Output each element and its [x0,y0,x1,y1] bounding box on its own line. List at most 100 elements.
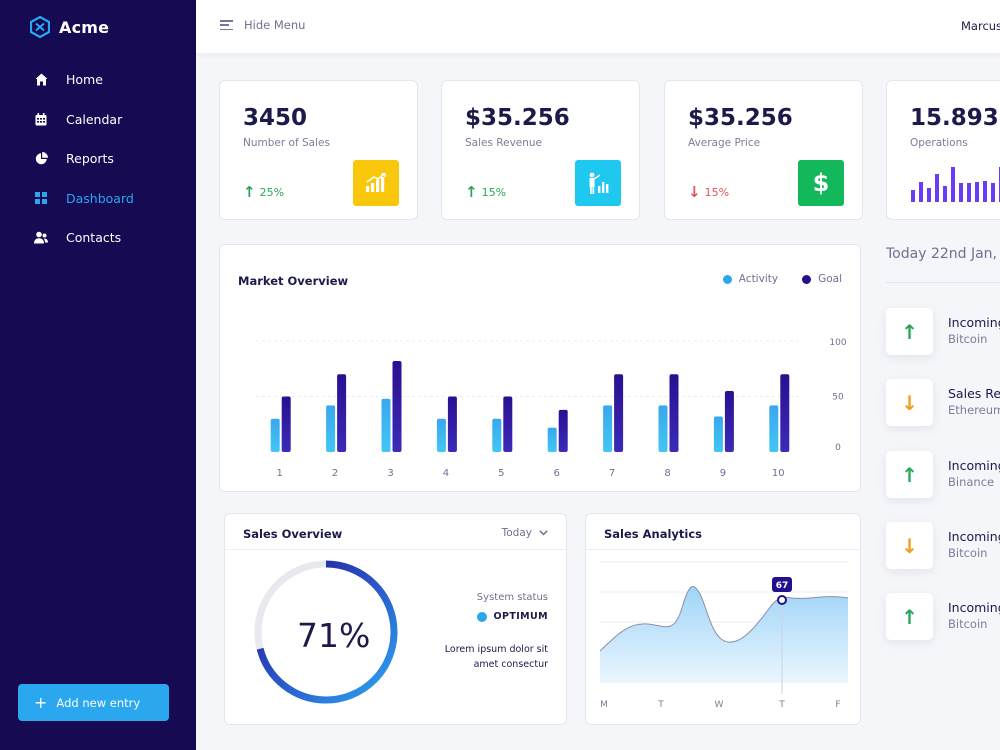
transaction-item[interactable]: ↓ Sales Rep Ethereum [886,379,1000,429]
transaction-title: Incoming [948,529,1000,544]
legend-item-activity[interactable]: Activity [722,273,778,285]
axis-tick-label: T [657,700,664,710]
bar-activity[interactable] [381,398,391,452]
stat-card-operations: 15.893 Operations [886,80,1000,220]
spark-bar [927,188,931,202]
bar-activity[interactable] [326,405,336,452]
sidebar-item-home[interactable]: Home [0,60,196,100]
sidebar: Acme Home Calendar Reports Dashboard [0,0,196,750]
user-menu[interactable]: Marcus [961,19,1000,33]
sidebar-item-label: Dashboard [66,190,134,206]
bar-activity[interactable] [769,405,779,452]
spark-bar [951,167,955,202]
dollar-icon: $ [798,160,844,206]
stat-delta: ↑ 25% [243,185,284,200]
x-tick-label: 6 [554,468,560,479]
bar-activity[interactable] [436,418,446,452]
bar-goal[interactable] [281,396,291,453]
bar-goal[interactable] [337,374,347,452]
presenter-chart-icon [575,160,621,206]
sidebar-item-label: Reports [66,151,114,167]
stat-value: 15.893 [910,105,999,131]
calendar-icon [34,112,48,126]
status-description: Lorem ipsum dolor sit amet consectur [444,644,548,670]
bar-goal[interactable] [669,374,679,452]
system-status-title: System status [476,592,548,603]
transaction-title: Sales Rep [948,386,1000,401]
add-new-entry-button[interactable]: + Add new entry [18,684,169,721]
activity-date: Today 22nd Jan, [886,246,997,262]
axis-tick-label: W [715,700,724,710]
transaction-item[interactable]: ↓ Incoming Bitcoin [886,522,1000,572]
market-overview-chart: 0 50 100 1 2 3 4 5 6 7 8 9 10 [256,338,847,479]
sales-analytics-chart: 67 M T W T F [599,561,849,710]
progress-percent: 71% [297,616,371,655]
stat-delta-value: 15% [481,186,507,199]
spark-bar [959,183,963,202]
bar-activity[interactable] [270,418,280,452]
bar-goal[interactable] [724,390,734,452]
spark-bar [911,189,915,202]
axis-tick-label: F [835,700,840,710]
bar-goal[interactable] [447,396,457,453]
sales-overview-card: Sales Overview Today 71% System status O… [224,513,567,725]
arrow-up-icon: ↑ [465,183,478,201]
card-title: Sales Analytics [604,527,703,541]
sidebar-item-dashboard[interactable]: Dashboard [0,179,196,219]
sidebar-item-calendar[interactable]: Calendar [0,100,196,140]
marker-point[interactable] [777,595,787,605]
x-tick-label: 3 [387,468,393,479]
period-select[interactable]: Today [502,527,548,539]
bar-activity[interactable] [547,427,557,452]
brand-logo[interactable]: Acme [30,16,109,38]
stat-label: Operations [910,137,968,149]
legend-item-goal[interactable]: Goal [802,273,842,285]
bar-goal[interactable] [558,409,568,452]
status-value-text: OPTIMUM [493,611,548,622]
arrow-down-icon: ↓ [688,183,701,201]
sidebar-item-reports[interactable]: Reports [0,139,196,179]
hexagon-logo-icon [30,16,50,38]
card-header: Sales Overview Today [225,514,566,550]
hide-menu-button[interactable]: Hide Menu [220,18,305,32]
bar-activity[interactable] [713,416,723,452]
stat-label: Average Price [688,137,761,149]
sidebar-nav: Home Calendar Reports Dashboard Contacts [0,60,196,258]
bar-goal[interactable] [780,374,790,452]
operations-sparkbars [911,166,1000,202]
period-select-value: Today [501,527,532,539]
transaction-item[interactable]: ↑ Incoming Bitcoin [886,308,1000,358]
sidebar-item-label: Calendar [66,111,123,127]
transaction-subtitle: Bitcoin [948,546,988,560]
arrow-down-icon: ↓ [886,522,933,569]
y-tick-label: 100 [829,338,846,348]
card-title: Sales Overview [243,527,343,541]
progress-ring-fill [254,560,398,704]
arrow-up-icon: ↑ [886,593,933,640]
bar-goal[interactable] [614,374,624,452]
stat-card-average-price: $35.256 Average Price ↓ 15% $ [664,80,863,220]
spark-bar [975,182,979,202]
transaction-item[interactable]: ↑ Incoming Binance [886,451,1000,501]
chart-legend: Activity Goal [722,273,842,285]
bar-goal[interactable] [392,360,402,452]
transaction-subtitle: Bitcoin [948,617,988,631]
x-tick-label: 10 [772,468,785,479]
marker-tooltip [772,577,792,592]
marker-tooltip-label: 67 [776,581,789,591]
legend-dot [722,274,732,284]
transaction-subtitle: Binance [948,475,995,489]
divider [886,282,1000,283]
card-title: Market Overview [238,274,349,288]
spark-bar [935,173,939,202]
grid-icon [34,191,48,205]
bar-activity[interactable] [492,418,502,452]
sidebar-item-contacts[interactable]: Contacts [0,218,196,258]
x-tick-label: 1 [277,468,283,479]
transaction-item[interactable]: ↑ Incoming Bitcoin [886,593,1000,643]
area-line [599,586,849,652]
bar-activity[interactable] [658,405,668,452]
bar-goal[interactable] [503,396,513,453]
bar-activity[interactable] [603,405,613,452]
spark-bar [919,182,923,202]
